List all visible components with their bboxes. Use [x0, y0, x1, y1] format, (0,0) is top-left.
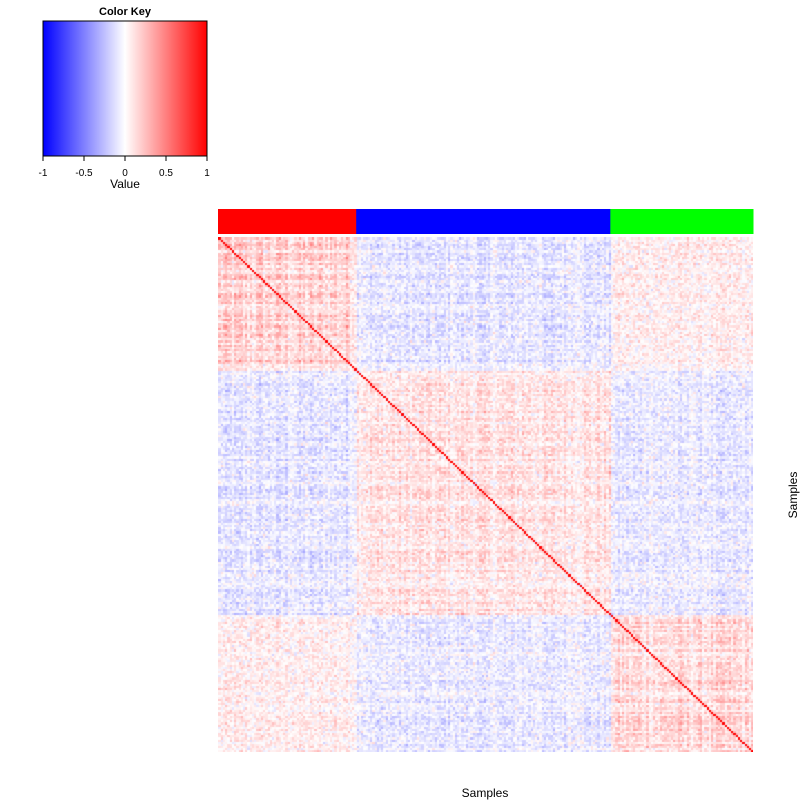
- heatmap-canvas: [218, 237, 753, 752]
- color-key-tick-label: -1: [39, 168, 48, 179]
- color-key-tick-label: 1: [204, 168, 210, 179]
- y-axis-label: Samples: [786, 472, 800, 519]
- color-key-tick-label: -0.5: [75, 168, 93, 179]
- color-key-tick-label: 0: [122, 168, 128, 179]
- color-key-ticks: -1 -0.5 0 0.5 1: [39, 156, 210, 179]
- heatmap-cells: [218, 237, 753, 752]
- group-color-bar: [218, 209, 754, 234]
- group-bar-segment: [610, 209, 754, 234]
- heatmap-area: [218, 237, 753, 752]
- color-key-title: Color Key: [99, 6, 152, 18]
- group-bar-segment: [218, 209, 357, 234]
- color-key-xlabel: Value: [110, 177, 140, 191]
- color-key: Color Key -1 -0.5 0 0.5 1 Value: [39, 6, 211, 191]
- x-axis-label: Samples: [462, 786, 509, 800]
- group-bar-segment: [356, 209, 611, 234]
- color-key-tick-label: 0.5: [159, 168, 173, 179]
- color-key-gradient: [42, 20, 208, 157]
